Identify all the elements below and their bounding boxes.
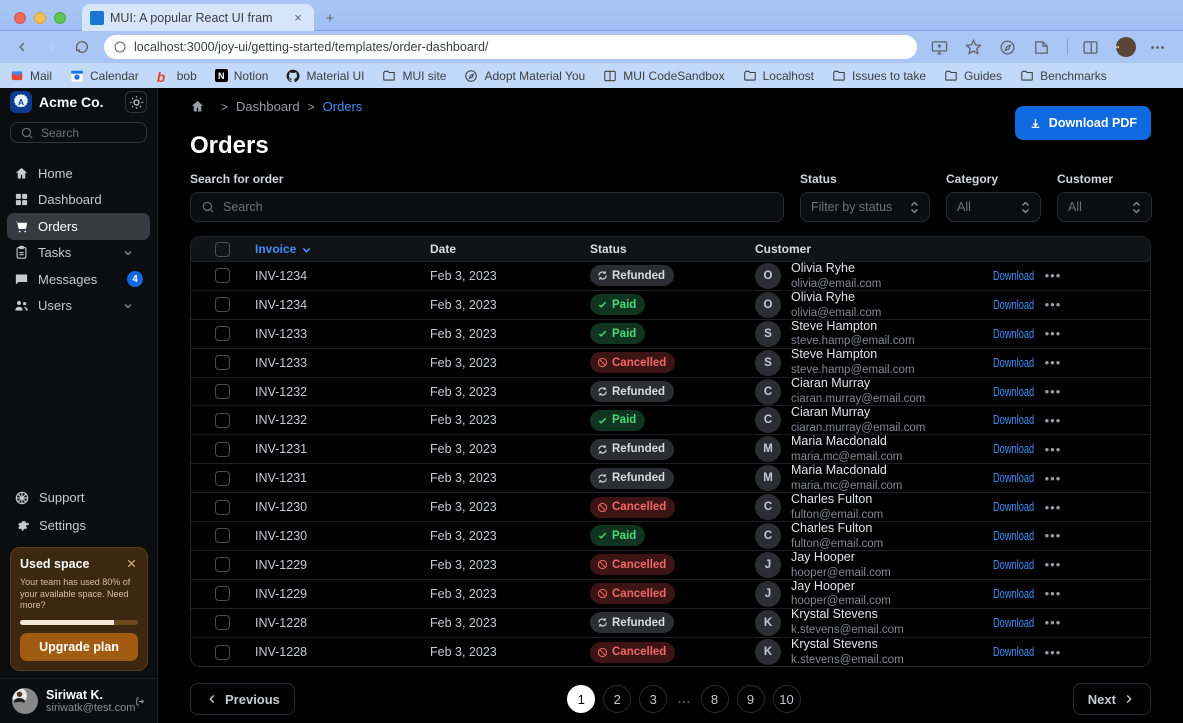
svg-text:A: A [18,97,24,107]
